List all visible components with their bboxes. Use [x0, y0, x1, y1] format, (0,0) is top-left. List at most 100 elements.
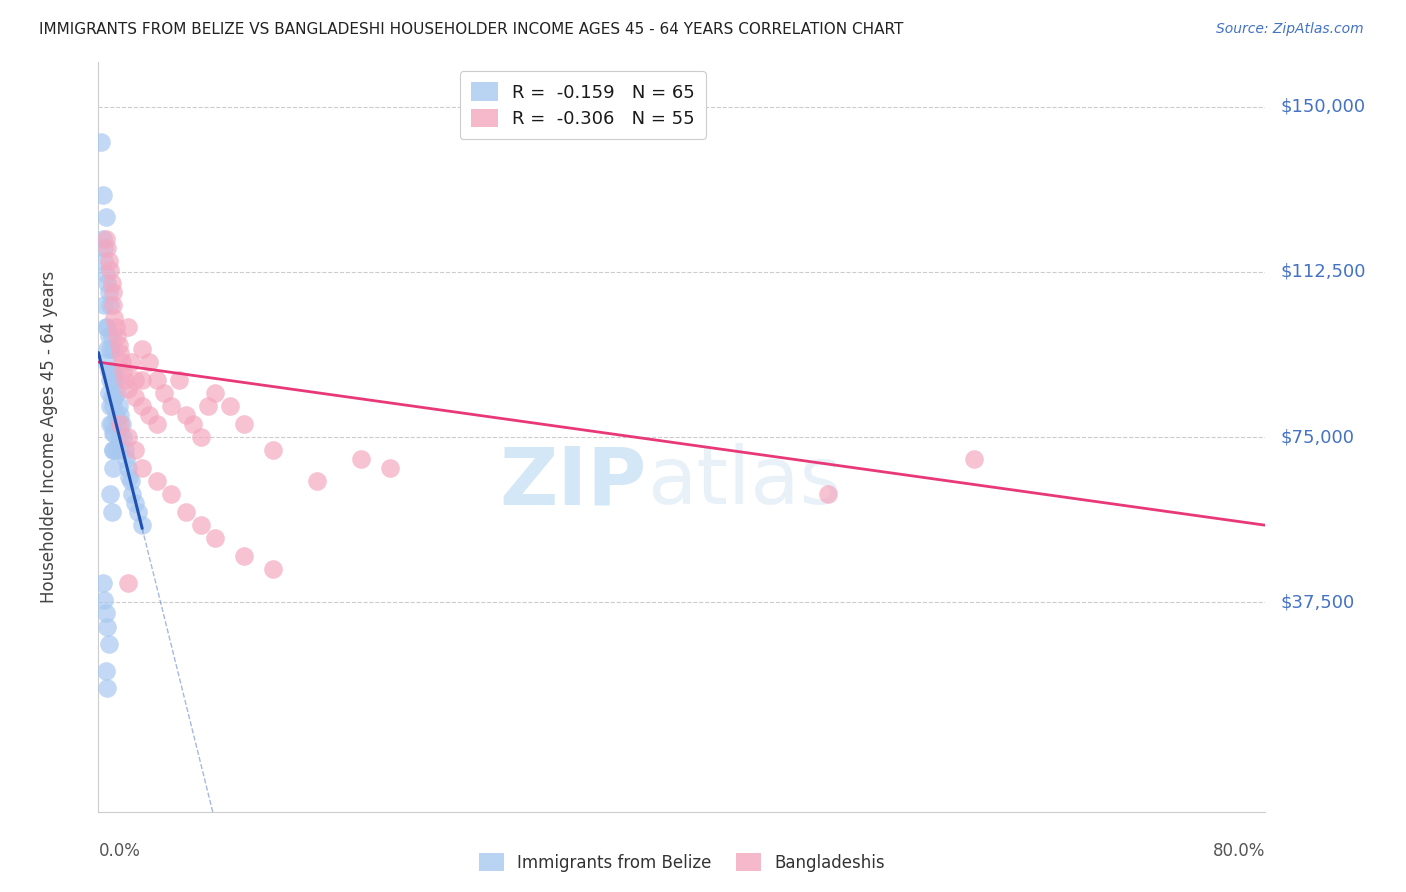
- Text: Householder Income Ages 45 - 64 years: Householder Income Ages 45 - 64 years: [39, 271, 58, 603]
- Point: [94, 607, 117, 621]
- Point: [115, 452, 138, 467]
- Point: [96, 276, 118, 290]
- Point: [307, 474, 329, 488]
- Point: [108, 337, 131, 351]
- Point: [190, 518, 212, 533]
- Point: [96, 681, 118, 696]
- Point: [100, 364, 122, 378]
- Point: [218, 399, 240, 413]
- Point: [117, 430, 139, 444]
- Point: [104, 408, 127, 422]
- Point: [124, 373, 146, 387]
- Point: [110, 443, 132, 458]
- Point: [93, 253, 115, 268]
- Point: [104, 443, 127, 458]
- Point: [96, 319, 118, 334]
- Point: [146, 474, 169, 488]
- Point: [204, 532, 226, 546]
- Point: [96, 619, 118, 633]
- Point: [108, 430, 131, 444]
- Point: [114, 373, 136, 387]
- Point: [91, 575, 114, 590]
- Point: [197, 399, 219, 413]
- Point: [97, 364, 120, 378]
- Point: [96, 342, 118, 356]
- Point: [101, 461, 124, 475]
- Point: [97, 637, 120, 651]
- Point: [167, 373, 190, 387]
- Point: [160, 399, 183, 413]
- Text: IMMIGRANTS FROM BELIZE VS BANGLADESHI HOUSEHOLDER INCOME AGES 45 - 64 YEARS CORR: IMMIGRANTS FROM BELIZE VS BANGLADESHI HO…: [39, 22, 904, 37]
- Point: [98, 342, 121, 356]
- Point: [962, 452, 984, 467]
- Point: [94, 355, 117, 369]
- Point: [105, 328, 128, 343]
- Point: [94, 319, 117, 334]
- Text: $37,500: $37,500: [1281, 593, 1355, 611]
- Point: [101, 342, 124, 356]
- Point: [117, 382, 139, 396]
- Point: [117, 319, 139, 334]
- Point: [263, 562, 285, 576]
- Point: [131, 461, 153, 475]
- Point: [174, 408, 197, 422]
- Point: [91, 232, 114, 246]
- Point: [98, 487, 121, 501]
- Text: 0.0%: 0.0%: [98, 842, 141, 860]
- Text: atlas: atlas: [647, 443, 841, 521]
- Point: [121, 487, 143, 501]
- Point: [124, 496, 146, 510]
- Point: [124, 443, 146, 458]
- Point: [98, 417, 121, 431]
- Text: $75,000: $75,000: [1281, 428, 1354, 446]
- Point: [100, 276, 122, 290]
- Point: [100, 328, 122, 343]
- Point: [104, 373, 127, 387]
- Point: [100, 505, 122, 519]
- Point: [112, 430, 135, 444]
- Point: [124, 391, 146, 405]
- Point: [93, 298, 115, 312]
- Point: [350, 452, 373, 467]
- Point: [105, 417, 128, 431]
- Point: [97, 328, 120, 343]
- Point: [101, 298, 124, 312]
- Point: [98, 298, 121, 312]
- Point: [98, 399, 121, 413]
- Point: [97, 386, 120, 401]
- Point: [112, 364, 135, 378]
- Point: [101, 285, 124, 299]
- Point: [181, 417, 204, 431]
- Point: [94, 232, 117, 246]
- Point: [131, 399, 153, 413]
- Point: [263, 443, 285, 458]
- Point: [131, 373, 153, 387]
- Point: [817, 487, 839, 501]
- Point: [110, 346, 132, 360]
- Point: [174, 505, 197, 519]
- Point: [103, 364, 125, 378]
- Point: [233, 417, 256, 431]
- Point: [101, 443, 124, 458]
- Text: ZIP: ZIP: [499, 443, 647, 521]
- Point: [204, 386, 226, 401]
- Point: [131, 342, 153, 356]
- Point: [98, 373, 121, 387]
- Point: [101, 443, 124, 458]
- Point: [120, 474, 142, 488]
- Point: [120, 355, 142, 369]
- Point: [103, 425, 125, 440]
- Point: [93, 241, 115, 255]
- Point: [93, 593, 115, 607]
- Point: [94, 267, 117, 281]
- Point: [100, 417, 122, 431]
- Point: [96, 241, 118, 255]
- Point: [118, 469, 141, 483]
- Point: [153, 386, 176, 401]
- Point: [110, 408, 132, 422]
- Legend: Immigrants from Belize, Bangladeshis: Immigrants from Belize, Bangladeshis: [472, 847, 891, 879]
- Point: [114, 443, 136, 458]
- Point: [111, 355, 134, 369]
- Point: [101, 373, 124, 387]
- Point: [103, 311, 125, 326]
